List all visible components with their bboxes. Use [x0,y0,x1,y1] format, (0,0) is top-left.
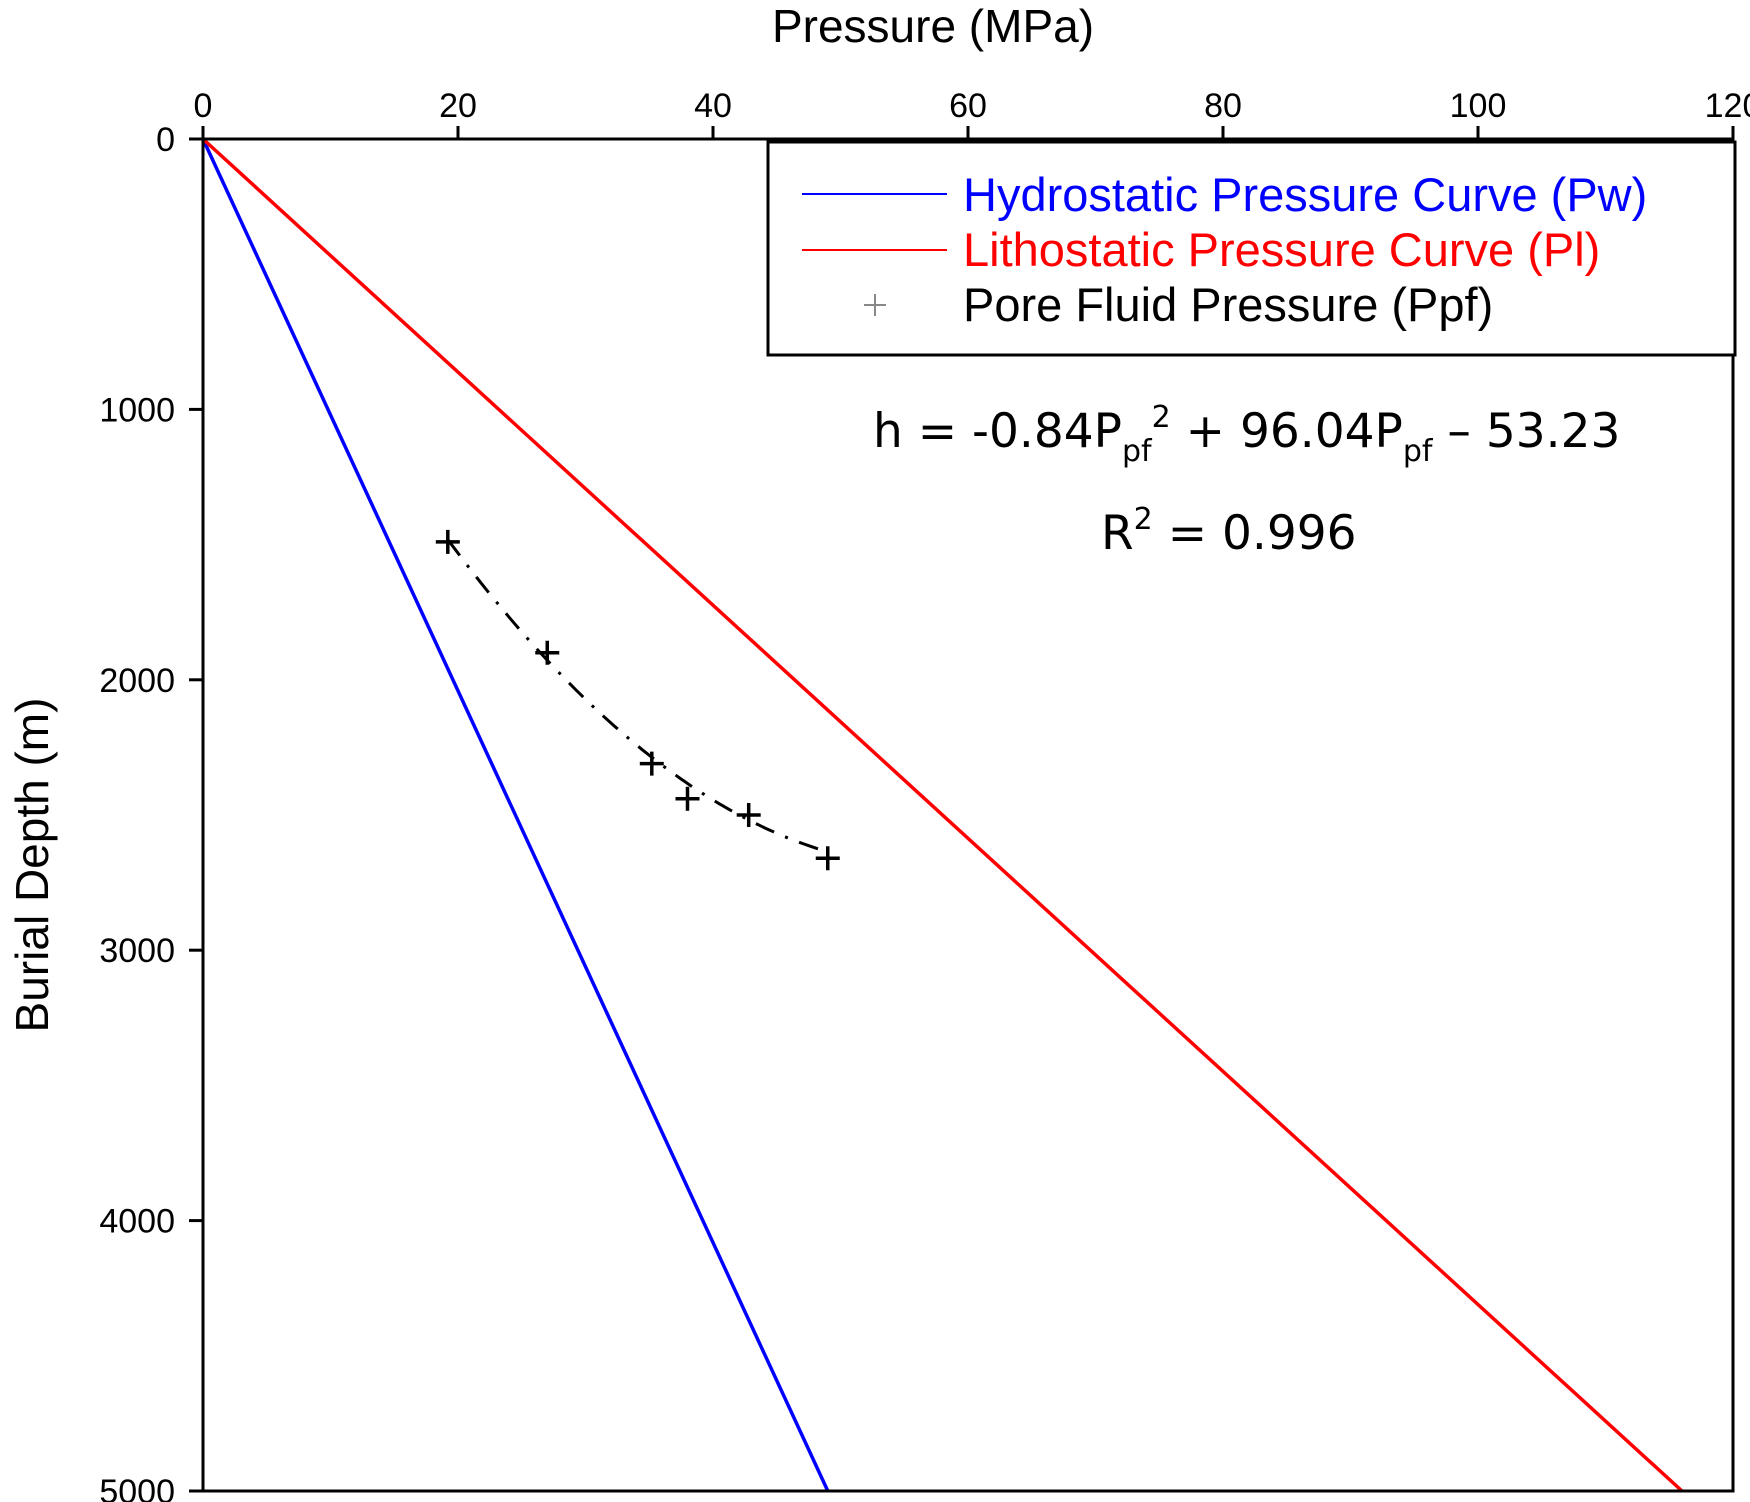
y-tick-label: 1000 [99,391,175,429]
legend-label-pore-fluid: Pore Fluid Pressure (Ppf) [963,278,1493,331]
y-axis-title: Burial Depth (m) [6,698,58,1033]
series-line-hydrostatic [201,138,830,1492]
fit-equation: h = -0.84Ppf2 + 96.04Ppf – 53.23 [873,400,1620,469]
legend-swatch-pore-fluid [864,294,886,316]
fit-curve [446,538,829,854]
y-tick-label: 0 [156,121,175,159]
series-layer [201,137,1684,1493]
r-squared: R2 = 0.996 [1101,502,1357,561]
y-tick-label: 2000 [99,662,175,700]
x-tick-label: 80 [1204,87,1242,125]
legend: Hydrostatic Pressure Curve (Pw) Lithosta… [766,140,1737,357]
data-point-pore-fluid [535,640,560,665]
series-line-lithostatic [201,137,1684,1493]
eq-sub1: pf [1122,434,1153,469]
x-tick-label: 20 [439,87,477,125]
eq-suffix: – 53.23 [1432,404,1620,459]
x-tick-label: 100 [1450,87,1507,125]
eq-middle: + 96.04P [1171,404,1403,459]
eq-sup1: 2 [1152,400,1171,435]
x-tick-label: 120 [1705,87,1750,125]
r2-suffix: = 0.996 [1153,506,1357,561]
x-tick-label: 0 [194,87,213,125]
legend-label-lithostatic: Lithostatic Pressure Curve (Pl) [963,223,1600,276]
legend-box [766,140,1737,357]
data-point-pore-fluid [639,751,664,776]
data-point-pore-fluid [435,529,460,554]
x-axis-title: Pressure (MPa) [772,0,1094,52]
data-point-pore-fluid [675,786,700,811]
r2-sup: 2 [1134,502,1153,537]
y-tick-label: 4000 [99,1203,175,1241]
eq-prefix: h = -0.84P [873,404,1122,459]
r2-prefix: R [1101,506,1134,561]
legend-label-hydrostatic: Hydrostatic Pressure Curve (Pw) [963,168,1647,221]
data-point-pore-fluid [815,846,840,871]
data-point-pore-fluid [736,803,761,827]
eq-sub2: pf [1403,434,1434,469]
x-tick-label: 60 [949,87,987,125]
x-tick-label: 40 [694,87,732,125]
y-tick-label: 5000 [99,1473,175,1502]
axis-ticks: 0 20 40 60 80 100 120 0 1000 2000 3000 4000 5000 [99,87,1750,1502]
plot-frame [201,137,1735,1493]
y-tick-label: 3000 [99,932,175,970]
